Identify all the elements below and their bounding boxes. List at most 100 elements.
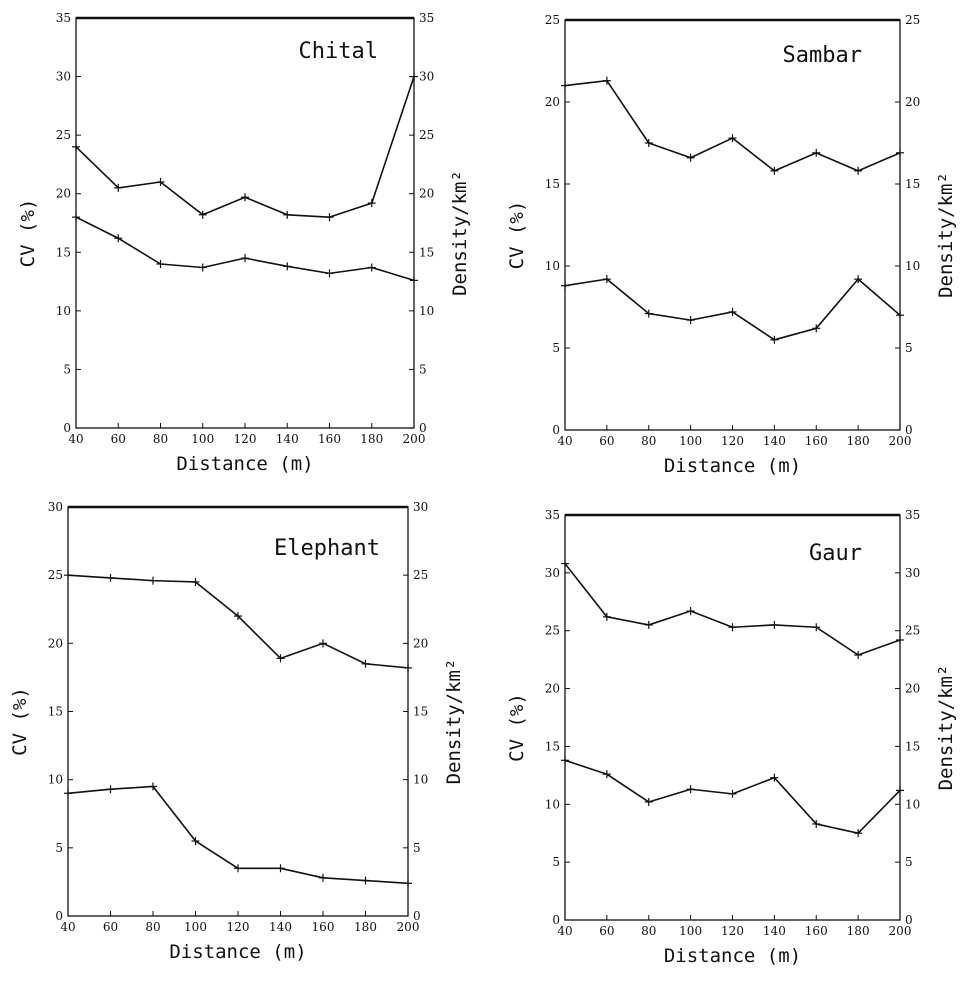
y-tick-label-right: 25 (905, 13, 920, 27)
data-point-right (410, 72, 418, 81)
y-tick-label-left: 35 (545, 508, 560, 522)
data-point-left (602, 770, 611, 779)
y-tick-label-right: 0 (419, 421, 427, 435)
data-point-left (325, 269, 334, 278)
data-point-left (106, 785, 115, 794)
y-tick-label-left: 25 (545, 13, 560, 27)
data-point-left (72, 213, 80, 222)
y-tick-label-left: 25 (48, 568, 63, 582)
x-tick-label: 200 (397, 920, 420, 934)
x-tick-label: 120 (721, 434, 744, 448)
x-tick-label: 160 (805, 434, 828, 448)
x-tick-label: 140 (763, 434, 786, 448)
y-tick-label-right: 20 (413, 636, 428, 650)
data-point-left (561, 756, 569, 765)
data-point-right (644, 620, 653, 629)
series-line-right (564, 79, 901, 172)
data-point-right (602, 76, 611, 85)
y-tick-label-right: 35 (905, 508, 920, 522)
data-point-left (64, 789, 72, 798)
panel-title: Gaur (809, 541, 862, 566)
y-tick-label-left: 10 (56, 304, 71, 318)
x-tick-label: 60 (103, 920, 118, 934)
data-point-left (283, 262, 292, 271)
y-tick-label-right: 20 (419, 187, 434, 201)
y-tick-label-right: 15 (905, 177, 920, 191)
series-line-left (75, 216, 415, 282)
data-point-left (367, 263, 376, 272)
y-tick-label-right: 25 (413, 568, 428, 582)
y-tick-label-right: 10 (413, 773, 428, 787)
data-point-left (896, 311, 904, 320)
data-point-left (854, 829, 863, 838)
data-point-left (770, 773, 779, 782)
data-point-right (361, 659, 370, 668)
data-point-left (644, 797, 653, 806)
y-tick-label-left: 30 (48, 500, 63, 514)
x-axis-title: Distance (m) (664, 945, 801, 967)
panel-title: Sambar (783, 43, 862, 68)
y-tick-label-right: 30 (419, 70, 434, 84)
plot-frame (67, 506, 409, 917)
y-axis-title-right: Density/km² (935, 172, 957, 298)
data-point-left (644, 309, 653, 318)
y-tick-label-left: 5 (552, 855, 560, 869)
data-point-right (644, 139, 653, 147)
y-tick-label-left: 20 (48, 636, 63, 650)
data-point-right (198, 210, 207, 219)
y-axis-title-left: CV (%) (506, 201, 528, 270)
x-tick-label: 140 (763, 924, 786, 938)
data-point-left (156, 260, 165, 268)
data-point-left (361, 876, 370, 885)
y-tick-label-left: 5 (55, 841, 63, 855)
y-tick-label-left: 15 (56, 245, 71, 259)
x-axis-title: Distance (m) (176, 453, 313, 475)
y-tick-label-left: 10 (545, 259, 560, 273)
plot-frame (564, 19, 901, 431)
data-point-right (854, 166, 863, 175)
y-axis-title-right: Density/km² (935, 665, 957, 791)
x-tick-label: 100 (191, 432, 214, 446)
x-tick-label: 60 (111, 432, 126, 446)
y-tick-label-left: 0 (552, 913, 560, 927)
data-point-left (812, 324, 821, 333)
x-tick-label: 40 (60, 920, 75, 934)
y-tick-label-right: 10 (905, 259, 920, 273)
data-point-left (234, 864, 242, 873)
x-tick-label: 100 (679, 924, 702, 938)
plot-frame (75, 17, 415, 429)
x-tick-label: 60 (599, 924, 614, 938)
series-line-right (564, 563, 901, 656)
y-tick-label-right: 0 (413, 909, 421, 923)
y-tick-label-right: 25 (905, 624, 920, 638)
data-point-right (770, 620, 779, 629)
y-tick-label-right: 0 (905, 423, 913, 437)
y-tick-label-left: 0 (63, 421, 71, 435)
y-tick-label-right: 5 (419, 362, 427, 376)
x-tick-label: 60 (599, 434, 614, 448)
y-tick-label-right: 20 (905, 682, 920, 696)
x-tick-label: 80 (641, 434, 656, 448)
x-tick-label: 140 (276, 432, 299, 446)
x-tick-label: 160 (312, 920, 335, 934)
y-tick-label-left: 0 (55, 909, 63, 923)
y-tick-label-right: 30 (905, 566, 920, 580)
data-point-left (812, 819, 821, 828)
data-point-right (404, 663, 412, 672)
y-tick-label-left: 10 (48, 773, 63, 787)
data-point-left (410, 276, 418, 285)
x-tick-label: 160 (318, 432, 341, 446)
data-point-right (602, 612, 611, 621)
data-point-left (854, 275, 863, 284)
data-point-left (770, 335, 779, 344)
data-point-right (812, 623, 821, 632)
x-tick-label: 180 (847, 924, 870, 938)
x-tick-label: 200 (889, 924, 912, 938)
y-tick-label-right: 10 (419, 304, 434, 318)
data-point-right (367, 199, 376, 208)
x-axis-title: Distance (m) (169, 941, 306, 963)
y-axis-title-left: CV (%) (506, 693, 528, 762)
y-tick-label-right: 20 (905, 95, 920, 109)
data-point-left (686, 785, 695, 794)
chart-panel-gaur: 40 60 80 100 120 140 160 180 2000510152025303505… (506, 508, 957, 967)
